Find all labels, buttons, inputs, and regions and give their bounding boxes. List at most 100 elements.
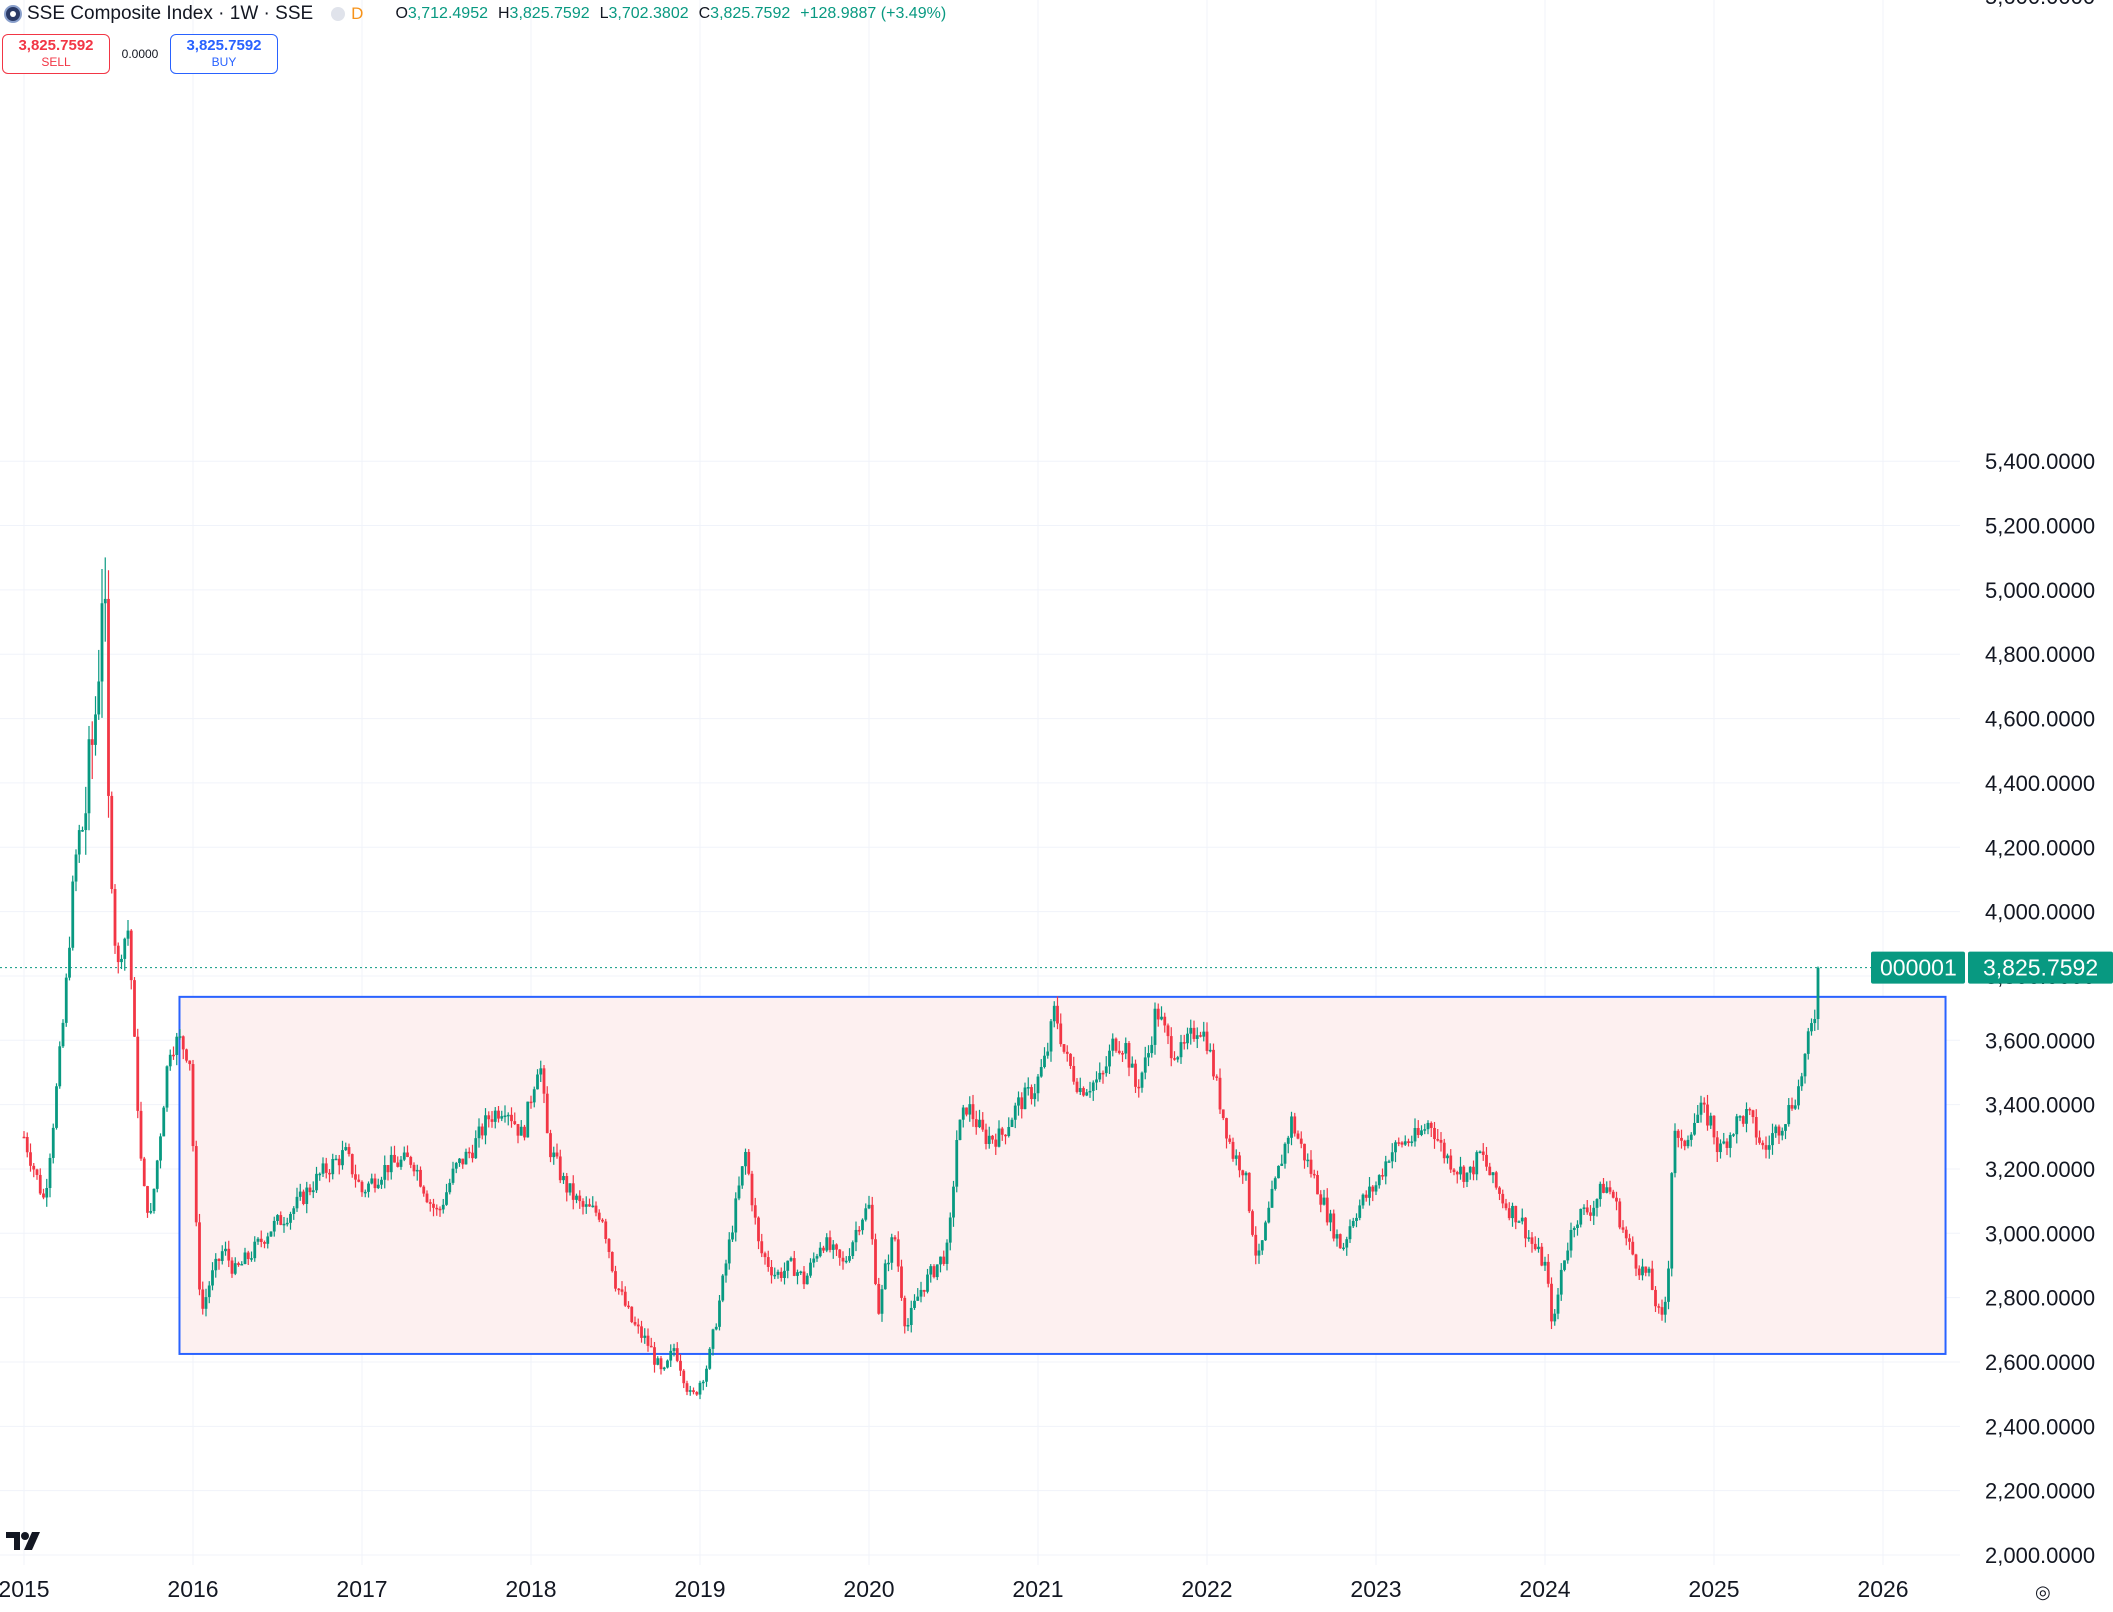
- candle: [1163, 1012, 1167, 1033]
- candle: [981, 1112, 985, 1132]
- candle: [1010, 1117, 1014, 1128]
- candle: [1777, 1124, 1781, 1144]
- candle: [32, 1163, 36, 1178]
- candle: [1085, 1088, 1089, 1097]
- candle: [1550, 1277, 1553, 1330]
- candle: [539, 1060, 543, 1082]
- candle: [136, 1028, 140, 1119]
- symbol-tag-text: 000001: [1880, 955, 1957, 981]
- candle: [1608, 1180, 1612, 1195]
- candle: [1225, 1117, 1228, 1149]
- candle: [581, 1198, 585, 1215]
- candle: [906, 1318, 910, 1332]
- candle: [792, 1250, 796, 1277]
- candle: [1091, 1080, 1095, 1101]
- candle: [1030, 1084, 1033, 1105]
- x-tick-label: 2020: [843, 1576, 894, 1602]
- candle: [386, 1164, 390, 1181]
- candle: [441, 1198, 445, 1214]
- candle: [948, 1212, 952, 1251]
- candle: [1462, 1165, 1466, 1188]
- candle: [1023, 1082, 1027, 1110]
- candle: [942, 1250, 946, 1266]
- candle: [1806, 1027, 1810, 1060]
- candle: [58, 1041, 62, 1089]
- candle: [831, 1240, 835, 1259]
- candle: [1390, 1143, 1394, 1169]
- candle: [1634, 1253, 1638, 1277]
- symbol-title[interactable]: SSE Composite Index · 1W · SSE: [27, 3, 314, 24]
- high-label: H: [497, 5, 510, 22]
- candle: [1741, 1115, 1745, 1127]
- candle: [900, 1259, 903, 1301]
- candle: [1647, 1266, 1651, 1277]
- candle: [1563, 1260, 1566, 1272]
- candle: [1767, 1135, 1771, 1159]
- candle: [328, 1169, 331, 1183]
- candle: [578, 1190, 582, 1209]
- candle: [610, 1251, 614, 1273]
- y-tick-label: 2,200.0000: [1985, 1479, 2095, 1504]
- candle: [425, 1190, 429, 1204]
- candle: [1355, 1213, 1358, 1228]
- buy-label: BUY: [211, 55, 237, 69]
- candle: [68, 936, 71, 981]
- candle: [1514, 1205, 1518, 1230]
- candle: [1410, 1135, 1414, 1147]
- candle: [1761, 1140, 1765, 1150]
- candle: [1641, 1258, 1644, 1281]
- candle: [337, 1154, 341, 1175]
- candle: [172, 1046, 175, 1060]
- candle: [1559, 1263, 1563, 1301]
- buy-button[interactable]: 3,825.7592 BUY: [170, 34, 278, 74]
- candle: [38, 1168, 42, 1196]
- candle: [1335, 1229, 1339, 1247]
- candle: [1111, 1033, 1115, 1057]
- candle: [1137, 1079, 1141, 1098]
- candle: [506, 1112, 510, 1126]
- candle: [315, 1166, 318, 1193]
- candle: [1325, 1188, 1329, 1226]
- candle: [935, 1264, 939, 1281]
- candle: [308, 1184, 312, 1196]
- candle: [146, 1185, 149, 1218]
- candle: [1654, 1286, 1657, 1313]
- candle: [1088, 1081, 1092, 1098]
- open-label: O: [395, 5, 408, 22]
- candle: [838, 1249, 842, 1266]
- candle: [594, 1201, 598, 1217]
- candle: [1143, 1046, 1147, 1080]
- candle: [789, 1256, 793, 1262]
- candle: [412, 1162, 416, 1177]
- data-mode-badge[interactable]: D: [351, 4, 364, 23]
- candle: [851, 1240, 855, 1260]
- candle: [321, 1157, 325, 1177]
- settings-icon[interactable]: ◎: [2035, 1582, 2051, 1602]
- range-rectangle[interactable]: [178, 995, 1947, 1355]
- candle: [233, 1257, 237, 1276]
- sell-button[interactable]: 3,825.7592 SELL: [2, 34, 110, 74]
- candle: [1134, 1059, 1137, 1093]
- candle: [607, 1238, 611, 1259]
- candle: [1017, 1091, 1020, 1116]
- candle: [1780, 1127, 1784, 1141]
- candle: [178, 1029, 182, 1040]
- candle: [1260, 1239, 1264, 1255]
- candle: [1680, 1129, 1683, 1149]
- y-tick-label: 3,200.0000: [1985, 1157, 2095, 1182]
- candle: [133, 977, 136, 1037]
- candle: [896, 1231, 900, 1272]
- candle: [675, 1342, 679, 1363]
- candle: [1397, 1137, 1401, 1147]
- candle: [51, 1123, 55, 1164]
- candle: [744, 1148, 747, 1175]
- tradingview-logo-icon[interactable]: [6, 1530, 42, 1557]
- candle: [909, 1300, 913, 1333]
- candle: [812, 1252, 816, 1268]
- y-axis: 2,000.0000 2,200.0000 2,400.0000 2,600.0000…: [1985, 0, 2095, 1568]
- candle: [1543, 1256, 1547, 1271]
- y-tick-label: 2,800.0000: [1985, 1286, 2095, 1311]
- candle: [779, 1267, 783, 1282]
- candle: [682, 1369, 686, 1389]
